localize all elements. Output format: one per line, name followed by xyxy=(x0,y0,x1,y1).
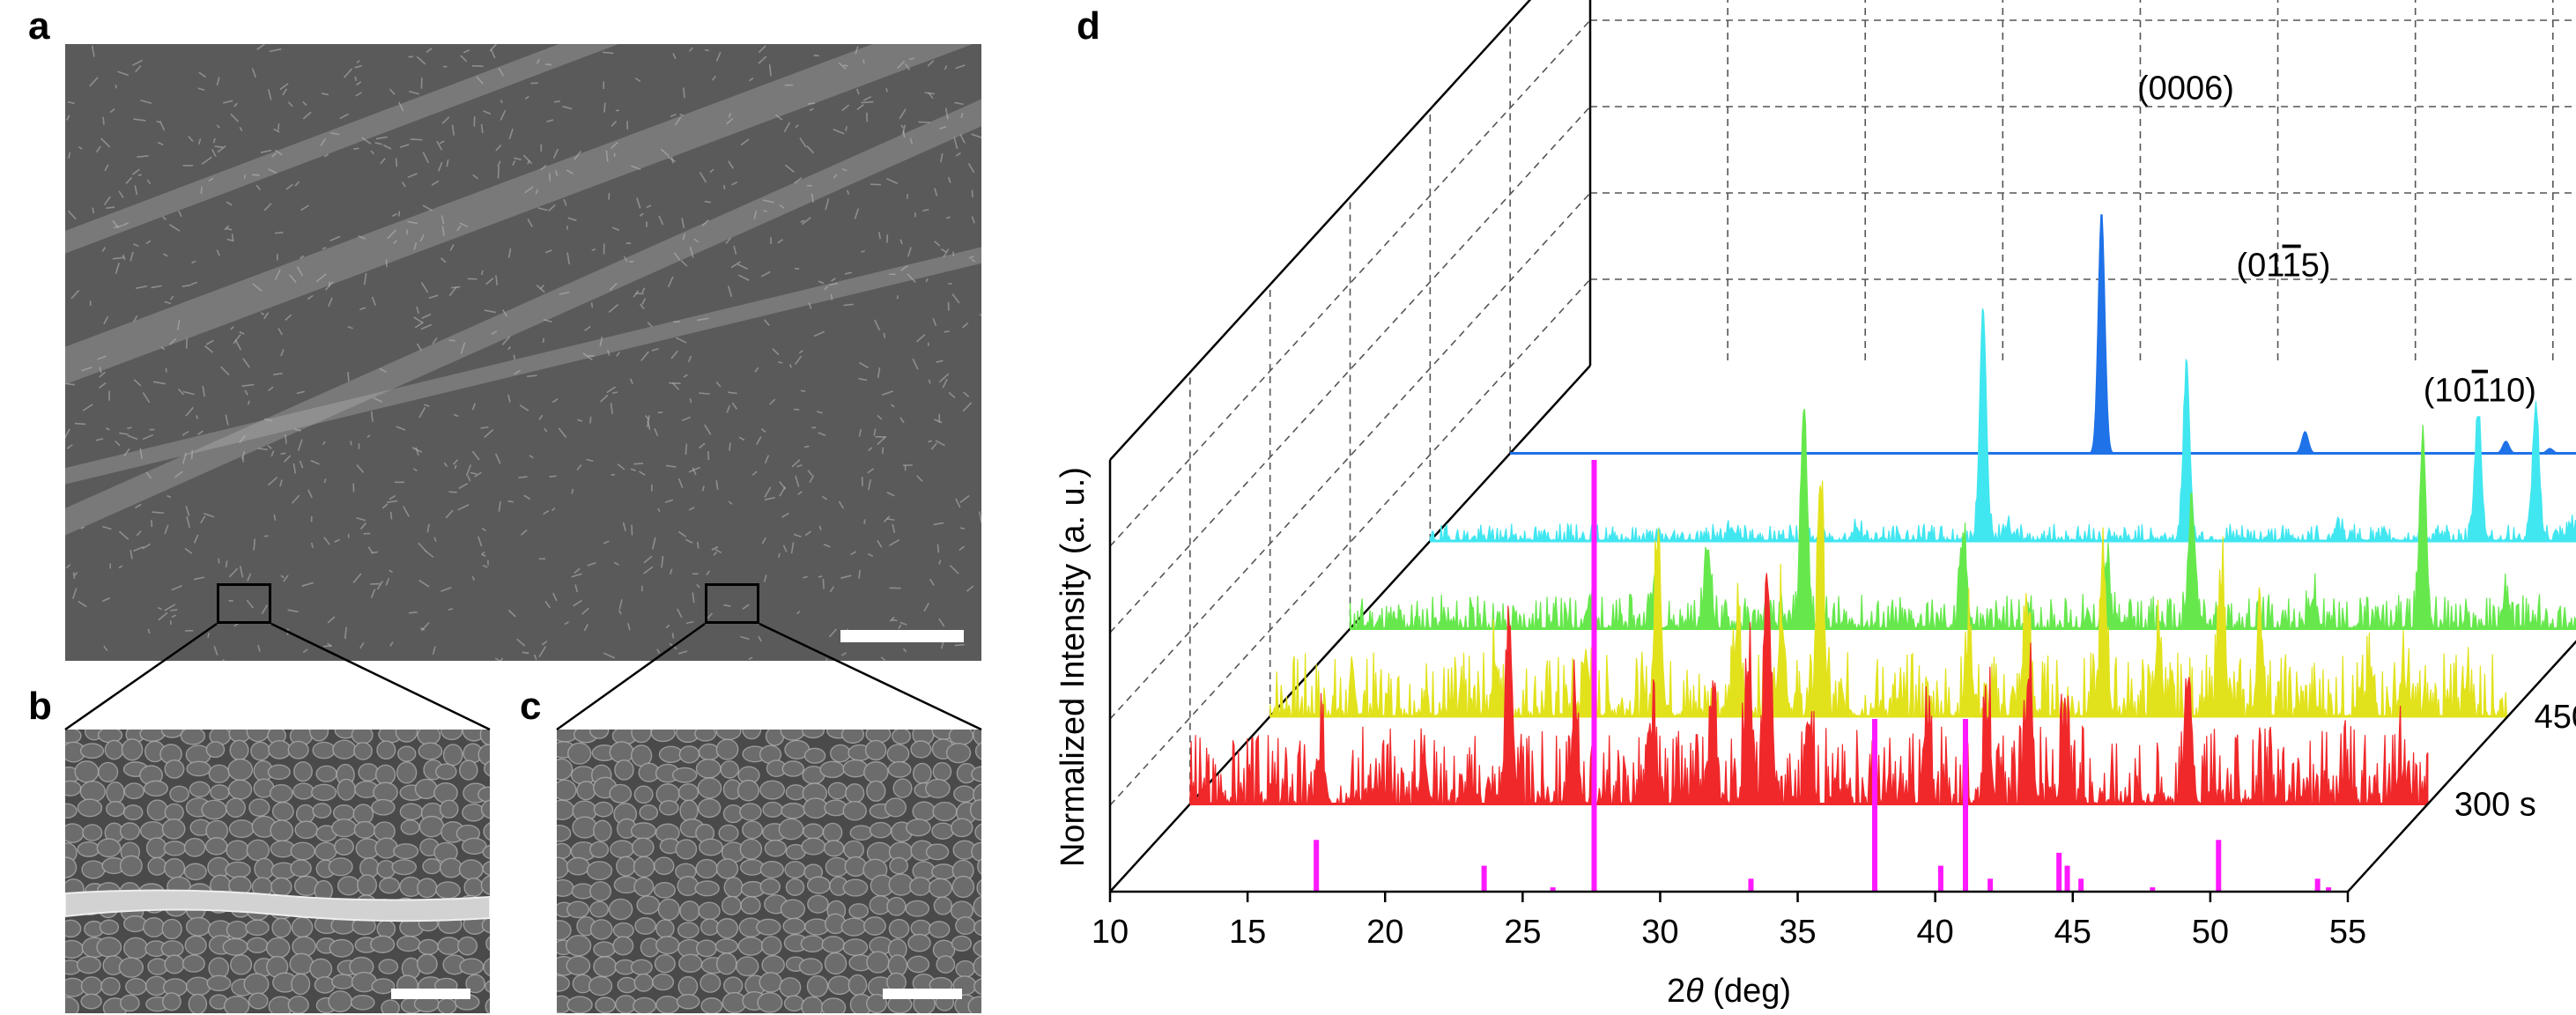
peak-annotations: (0006)(0115)(10110)(00015) xyxy=(2137,70,2536,410)
series-label: 450 s xyxy=(2535,699,2576,736)
series-1: 300 s xyxy=(1189,573,2536,824)
sem-ridge xyxy=(65,44,973,385)
sem-image-overview xyxy=(65,44,981,661)
axes: 10 15 20 25 30 35 40 45 50 55 2θ (deg) Normalized I… xyxy=(1055,460,2576,1010)
x-tick-label: 55 xyxy=(2329,914,2366,951)
x-axis-label: 2θ (deg) xyxy=(1667,973,1791,1010)
series-5 xyxy=(1510,214,2576,455)
x-tick-label: 40 xyxy=(1917,914,1954,951)
series-3: 600 s xyxy=(1349,408,2576,631)
series-label: 300 s xyxy=(2454,787,2536,824)
sem-inset-b-texture xyxy=(65,730,490,1013)
series-2: 450 s xyxy=(1269,480,2576,736)
y-axis-label: Normalized Intensity (a. u.) xyxy=(1055,467,1092,867)
scale-bar xyxy=(840,630,964,642)
peak-label: (0115) xyxy=(2236,248,2330,285)
x-tick-label: 45 xyxy=(2054,914,2091,951)
x-tick-label: 20 xyxy=(1366,914,1403,951)
sem-overview-texture xyxy=(65,44,981,661)
panel-label-b: b xyxy=(28,685,52,728)
inset-marker-c xyxy=(705,583,759,624)
series-area xyxy=(1269,480,2508,719)
x-tick-label: 15 xyxy=(1229,914,1266,951)
x-tick-label: 25 xyxy=(1504,914,1541,951)
scale-bar xyxy=(883,989,962,999)
sem-ridge xyxy=(65,247,981,485)
x-tick-label: 35 xyxy=(1779,914,1816,951)
sem-ridge xyxy=(65,889,490,922)
x-tick-label: 10 xyxy=(1092,914,1129,951)
peak-label: (0006) xyxy=(2137,70,2234,107)
panel-label-c: c xyxy=(520,685,542,728)
panel-label-d: d xyxy=(1077,4,1100,48)
panel-label-a: a xyxy=(28,4,50,48)
scale-bar xyxy=(391,989,470,999)
back-wall xyxy=(1588,0,2576,366)
sem-ridge xyxy=(65,99,981,536)
peak-label: (10110) xyxy=(2424,373,2536,410)
series-4: 900 s xyxy=(1429,307,2576,544)
sem-inset-c-texture xyxy=(557,730,981,1013)
x-tick-label: 30 xyxy=(1641,914,1678,951)
series-area xyxy=(1349,408,2576,631)
sem-image-inset-c xyxy=(557,730,981,1013)
x-tick-label: 50 xyxy=(2192,914,2229,951)
sem-ridge xyxy=(65,44,619,254)
reference-pattern xyxy=(1314,460,2332,892)
inset-marker-b xyxy=(217,583,271,624)
sem-image-inset-b xyxy=(65,730,490,1013)
